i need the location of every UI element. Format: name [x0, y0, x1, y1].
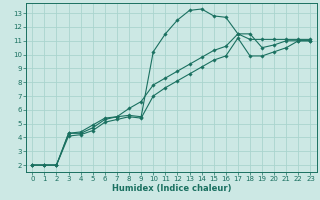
X-axis label: Humidex (Indice chaleur): Humidex (Indice chaleur): [112, 184, 231, 193]
